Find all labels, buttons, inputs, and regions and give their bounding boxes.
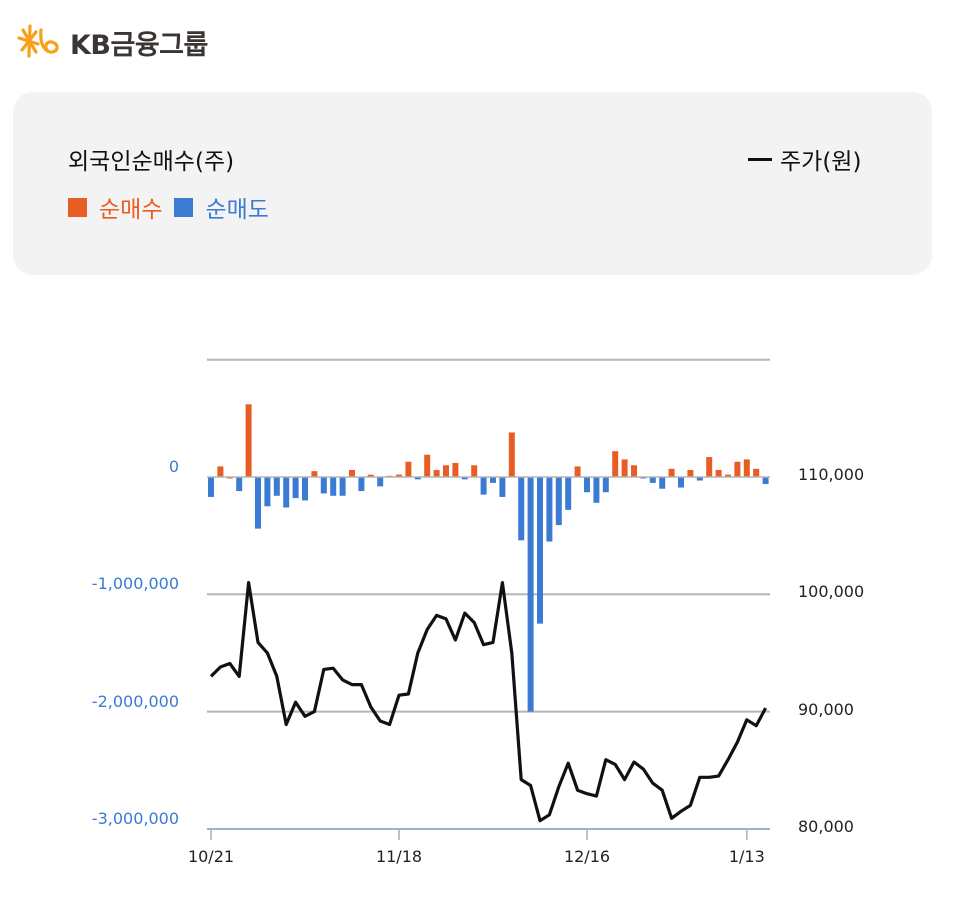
bar-net-sell bbox=[255, 477, 261, 529]
bar-net-buy bbox=[706, 457, 713, 477]
bar-net-buy bbox=[452, 462, 459, 477]
left-axis-tick: -1,000,000 bbox=[91, 574, 179, 594]
x-axis-tick: 12/16 bbox=[563, 847, 611, 866]
bar-net-sell bbox=[461, 477, 468, 480]
bar-net-sell bbox=[320, 477, 327, 494]
bar-net-sell bbox=[537, 477, 543, 624]
bar-net-sell bbox=[273, 477, 280, 496]
bar-net-buy bbox=[217, 466, 224, 477]
bar-net-buy bbox=[612, 451, 619, 477]
blue-square-icon bbox=[174, 197, 194, 217]
legend-net-buy-label: 순매수 bbox=[99, 197, 163, 223]
bar-net-sell bbox=[649, 477, 656, 483]
bar-net-sell bbox=[696, 477, 703, 481]
bar-net-buy bbox=[508, 432, 515, 477]
bar-net-buy bbox=[743, 459, 750, 477]
bar-net-sell bbox=[490, 477, 496, 483]
orange-square-icon bbox=[68, 197, 87, 217]
bar-net-sell bbox=[602, 477, 609, 493]
legend-bar-series: 순매수 순매도 bbox=[68, 190, 269, 224]
bar-net-buy bbox=[367, 474, 374, 477]
bar-net-buy bbox=[245, 404, 252, 477]
bar-net-sell bbox=[499, 477, 506, 497]
bar-net-sell bbox=[292, 477, 299, 499]
bar-net-sell bbox=[762, 477, 769, 485]
bar-net-buy bbox=[668, 468, 675, 477]
right-axis-tick: 90,000 bbox=[798, 699, 854, 719]
legend-card bbox=[13, 92, 932, 275]
legend-title-foreign-net-buy: 외국인순매수(주) bbox=[68, 149, 235, 175]
bar-net-sell bbox=[339, 477, 346, 496]
bar-net-sell bbox=[678, 477, 684, 488]
bar-net-buy bbox=[443, 465, 449, 477]
bar-net-buy bbox=[311, 471, 318, 477]
bar-net-buy bbox=[574, 466, 581, 477]
bar-net-sell bbox=[208, 477, 214, 497]
bar-net-buy bbox=[753, 468, 760, 477]
bar-net-sell bbox=[546, 477, 553, 542]
kb-star-icon bbox=[17, 24, 59, 58]
right-axis-tick: 100,000 bbox=[798, 582, 865, 602]
bar-net-sell bbox=[593, 477, 600, 503]
bar-net-buy bbox=[424, 454, 431, 477]
bar-net-buy bbox=[433, 469, 440, 477]
x-axis-tick: 11/18 bbox=[375, 847, 423, 866]
bar-net-buy bbox=[405, 461, 412, 477]
logo-text: KB금융그룹 bbox=[70, 29, 208, 61]
bar-net-sell bbox=[264, 477, 271, 507]
bar-net-buy bbox=[471, 465, 478, 477]
bar-net-sell bbox=[330, 477, 337, 496]
bar-net-buy bbox=[631, 465, 637, 477]
bar-net-buy bbox=[687, 469, 694, 477]
bar-net-sell bbox=[659, 477, 666, 489]
bar-net-sell bbox=[518, 477, 525, 541]
left-axis-tick: -3,000,000 bbox=[91, 808, 179, 828]
bar-net-sell bbox=[527, 477, 534, 712]
kb-logo: KB금융그룹 bbox=[14, 22, 208, 62]
bar-net-sell bbox=[236, 477, 243, 492]
bar-net-sell bbox=[302, 477, 308, 501]
bar-net-sell bbox=[377, 477, 384, 487]
bar-net-buy bbox=[715, 469, 722, 477]
bar-net-buy bbox=[725, 474, 731, 477]
bar-net-buy bbox=[621, 459, 628, 477]
left-axis-tick: -2,000,000 bbox=[91, 691, 179, 711]
bar-net-sell bbox=[555, 477, 562, 526]
bar-net-sell bbox=[358, 477, 365, 492]
legend-item-net-sell: 순매도 bbox=[174, 190, 269, 224]
bar-net-sell bbox=[584, 477, 590, 493]
legend-item-net-buy: 순매수 bbox=[68, 190, 162, 224]
price-line bbox=[209, 580, 768, 823]
left-axis-tick: 0 bbox=[168, 457, 179, 476]
line-dash-icon bbox=[748, 157, 772, 161]
bar-net-sell bbox=[414, 477, 421, 480]
bar-net-sell bbox=[283, 477, 290, 508]
legend-net-sell-label: 순매도 bbox=[205, 197, 269, 223]
legend-price-label: 주가(원) bbox=[780, 149, 862, 175]
x-axis-tick: 10/21 bbox=[187, 847, 235, 866]
bar-net-sell bbox=[565, 477, 572, 510]
bar-net-sell bbox=[480, 477, 487, 495]
bar-net-buy bbox=[396, 474, 402, 477]
bar-net-buy bbox=[349, 469, 355, 477]
legend-item-price: 주가(원) bbox=[748, 142, 861, 176]
right-axis-tick: 110,000 bbox=[798, 465, 865, 484]
bar-net-buy bbox=[734, 461, 741, 477]
x-axis-tick: 1/13 bbox=[728, 847, 765, 866]
right-axis-tick: 80,000 bbox=[798, 816, 854, 836]
